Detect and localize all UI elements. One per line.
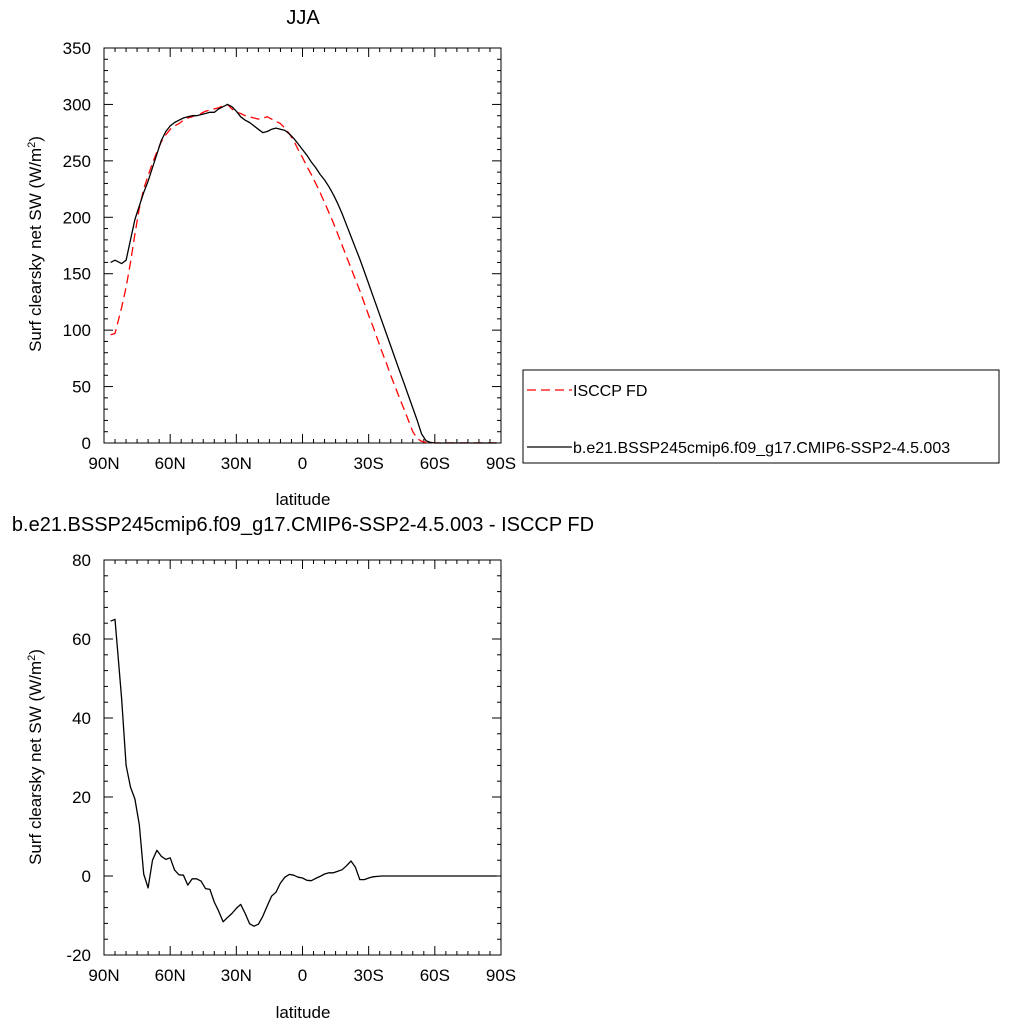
bottom-x-tick-label: 30N [221,966,252,985]
bottom-x-tick-label: 60S [420,966,450,985]
bottom-y-tick-label: 80 [72,551,91,570]
top-x-tick-label: 30N [221,454,252,473]
top-x-tick-label: 90N [88,454,119,473]
top-y-tick-label: 350 [63,39,91,58]
top-panel-xlabel: latitude [276,490,331,509]
bottom-panel-title: b.e21.BSSP245cmip6.f09_g17.CMIP6-SSP2-4.… [12,514,594,536]
top-x-tick-label: 90S [486,454,516,473]
top-x-tick-label: 60N [155,454,186,473]
bottom-plot-frame [103,559,502,956]
legend-label-model: b.e21.BSSP245cmip6.f09_g17.CMIP6-SSP2-4.… [573,440,950,457]
top-series-line-1 [110,103,497,444]
bottom-x-tick-label: 30S [354,966,384,985]
legend-box [522,369,1000,464]
top-x-tick-label: 60S [420,454,450,473]
bottom-x-tick-label: 90S [486,966,516,985]
bottom-x-tick-label: 90N [88,966,119,985]
bottom-panel-ylabel-main: Surf clearsky net SW (W/m [26,661,45,865]
top-y-tick-label: 300 [63,95,91,114]
legend-label-isccp: ISCCP FD [573,383,647,400]
top-y-tick-label: 150 [63,265,91,284]
bottom-panel: b.e21.BSSP245cmip6.f09_g17.CMIP6-SSP2-4.… [12,514,594,1022]
bottom-series-line-0 [110,618,497,927]
top-series-line-0 [110,103,497,444]
bottom-panel-ylabel-end: ) [26,649,45,655]
top-x-tick-label: 30S [354,454,384,473]
bottom-panel-ylabel-superscript: 2 [26,655,38,661]
top-panel-ylabel: Surf clearsky net SW (W/m2) [26,136,45,352]
top-panel-title: JJA [286,7,320,29]
bottom-x-tick-label: 0 [298,966,307,985]
top-y-tick-label: 50 [72,378,91,397]
top-panel: JJA latitude Surf clearsky net SW (W/m2)… [26,7,516,509]
bottom-panel-xlabel: latitude [276,1003,331,1022]
bottom-y-tick-label: -20 [66,946,91,965]
bottom-x-tick-label: 60N [155,966,186,985]
top-plot-frame [103,47,502,444]
top-y-tick-label: 100 [63,321,91,340]
bottom-y-tick-label: 20 [72,788,91,807]
top-panel-ylabel-main: Surf clearsky net SW (W/m [26,148,45,352]
top-x-tick-label: 0 [298,454,307,473]
legend: ISCCP FD b.e21.BSSP245cmip6.f09_g17.CMIP… [522,369,1000,464]
top-y-tick-label: 250 [63,152,91,171]
bottom-y-tick-label: 0 [82,867,91,886]
bottom-panel-ylabel: Surf clearsky net SW (W/m2) [26,649,45,865]
bottom-y-tick-label: 60 [72,630,91,649]
bottom-y-tick-label: 40 [72,709,91,728]
top-y-tick-label: 200 [63,208,91,227]
top-panel-ylabel-superscript: 2 [26,142,38,148]
top-y-tick-label: 0 [82,434,91,453]
top-panel-ylabel-end: ) [26,136,45,142]
